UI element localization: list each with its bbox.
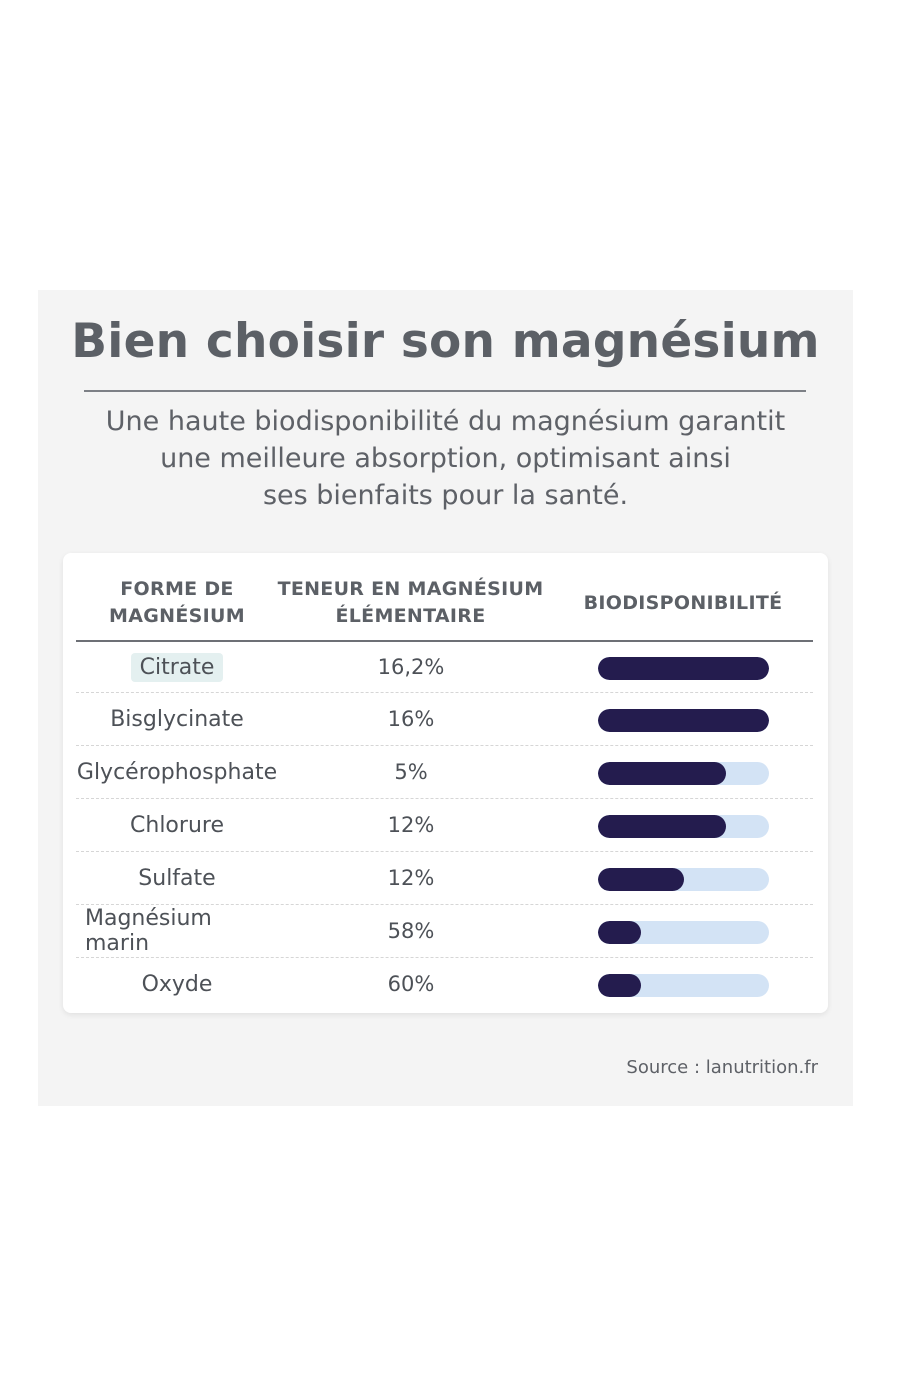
form-cell: Oxyde [76, 958, 278, 1010]
form-cell: Chlorure [76, 799, 278, 851]
form-cell: Sulfate [76, 852, 278, 904]
form-cell: Bisglycinate [76, 693, 278, 745]
form-label: Bisglycinate [110, 706, 244, 732]
subtitle-line-1: Une haute biodisponibilité du magnésium … [105, 406, 786, 437]
header-content-line-1: TENEUR EN MAGNÉSIUM [277, 578, 544, 600]
form-cell: Glycérophosphate [76, 746, 278, 798]
chart-title: Bien choisir son magnésium [71, 314, 820, 369]
form-cell: Citrate [76, 642, 278, 692]
bioavailability-bar [598, 868, 684, 891]
form-label: Oxyde [141, 971, 213, 997]
header-form: FORME DE MAGNÉSIUM [89, 571, 265, 635]
table-row: Sulfate 12% [76, 851, 813, 904]
bioavailability-bar [598, 709, 769, 732]
form-cell: Magnésium marin [76, 905, 278, 957]
table-row: Citrate 16,2% [76, 642, 813, 692]
title-divider [84, 390, 806, 392]
bioavailability-bar [598, 921, 641, 944]
form-label: Glycérophosphate [76, 759, 278, 785]
form-label: Magnésium marin [85, 906, 212, 956]
header-content-line-2: ÉLÉMENTAIRE [335, 605, 486, 627]
content-value: 12% [387, 813, 435, 837]
bioavailability-bar-track [598, 868, 769, 891]
bioavailability-bar-track [598, 815, 769, 838]
subtitle-line-2: une meilleure absorption, optimisant ain… [160, 443, 731, 474]
header-bioavailability: BIODISPONIBILITÉ [583, 591, 783, 614]
table-row: Bisglycinate 16% [76, 692, 813, 745]
form-label: Citrate [130, 652, 224, 682]
header-divider [76, 640, 813, 642]
bioavailability-bar [598, 815, 727, 838]
table-row: Magnésium marin 58% [76, 904, 813, 957]
form-label: Chlorure [130, 812, 224, 838]
content-value: 5% [394, 760, 428, 784]
bioavailability-bar-track [598, 921, 769, 944]
table-row: Oxyde 60% [76, 957, 813, 1010]
bioavailability-bar-track [598, 762, 769, 785]
comparison-table-card: FORME DE MAGNÉSIUM TENEUR EN MAGNÉSIUM É… [63, 553, 828, 1013]
table-row: Glycérophosphate 5% [76, 745, 813, 798]
bioavailability-bar-track [598, 974, 769, 997]
bioavailability-bar [598, 762, 727, 785]
bioavailability-bar [598, 657, 769, 680]
content-value: 12% [387, 866, 435, 890]
bioavailability-bar-track [598, 709, 769, 732]
table-row: Chlorure 12% [76, 798, 813, 851]
header-content: TENEUR EN MAGNÉSIUM ÉLÉMENTAIRE [268, 571, 553, 635]
bioavailability-bar [598, 974, 641, 997]
content-value: 16,2% [377, 655, 445, 679]
content-value: 58% [387, 919, 435, 943]
chart-subtitle: Une haute biodisponibilité du magnésium … [38, 403, 853, 514]
header-form-line-1: FORME DE [120, 578, 234, 600]
subtitle-line-3: ses bienfaits pour la santé. [262, 480, 629, 511]
infographic-panel: Bien choisir son magnésium Une haute bio… [38, 290, 853, 1106]
content-value: 16% [387, 707, 435, 731]
form-label: Sulfate [138, 865, 216, 891]
bioavailability-bar-track [598, 657, 769, 680]
source-credit: Source : lanutrition.fr [626, 1057, 818, 1078]
header-form-line-2: MAGNÉSIUM [109, 605, 245, 627]
content-value: 60% [387, 972, 435, 996]
table-body: Citrate 16,2% Bisglycinate 16% Glycérophosph… [76, 642, 813, 1010]
